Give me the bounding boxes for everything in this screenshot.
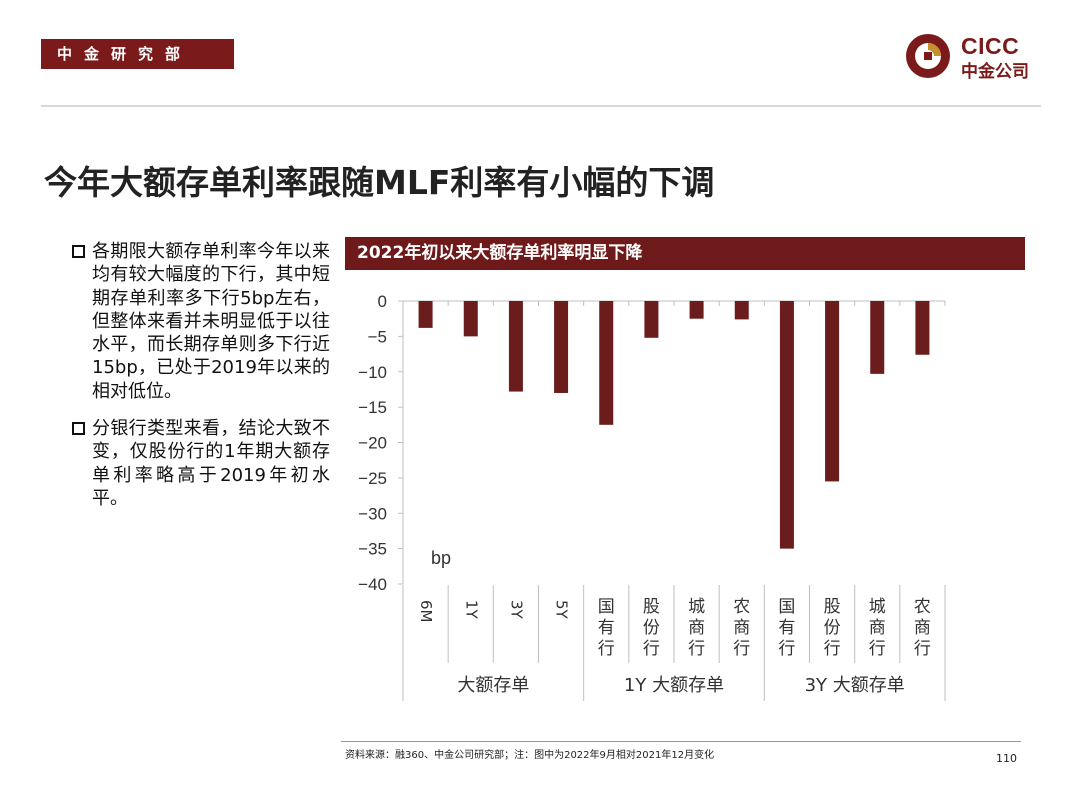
y-tick-label: −20 <box>358 434 387 453</box>
chart-labels: 0 −5 −10 −15 −20 −25 −30 −35 −40 6M 1Y 3Y 5Y 国有行 股份行 城商… <box>358 292 931 696</box>
group-label: 3Y 大额存单 <box>805 675 905 696</box>
brand-banner: 中金研究部 <box>41 39 234 69</box>
logo-text: CICC <box>961 33 1020 59</box>
cicc-logo: CICC 中金公司 <box>903 31 1043 82</box>
bar <box>825 301 840 482</box>
category-label: 3Y <box>507 600 525 620</box>
y-tick-label: −30 <box>358 504 387 523</box>
bar <box>599 301 614 425</box>
y-tick-label: −40 <box>358 575 387 594</box>
bar <box>870 301 885 374</box>
bar <box>734 301 749 320</box>
y-tick-label: −5 <box>368 327 387 346</box>
category-label: 6M <box>417 600 435 623</box>
footer-divider <box>341 741 1021 742</box>
group-label: 大额存单 <box>457 675 529 696</box>
category-label: 农商行 <box>733 597 750 659</box>
bar <box>644 301 659 338</box>
square-bullet-icon <box>72 245 85 258</box>
y-tick-label: −15 <box>358 398 387 417</box>
bar <box>463 301 478 337</box>
category-label: 城商行 <box>869 597 886 659</box>
bar <box>554 301 569 393</box>
y-tick-label: −10 <box>358 363 387 382</box>
category-label: 城商行 <box>688 597 705 659</box>
category-label: 国有行 <box>778 597 795 659</box>
category-label: 股份行 <box>824 597 841 659</box>
bar <box>915 301 930 355</box>
bullet-item: 各期限大额存单利率今年以来均有较大幅度的下行，其中短期存单利率多下行5bp左右，… <box>72 240 330 403</box>
square-bullet-icon <box>72 422 85 436</box>
group-label: 1Y 大额存单 <box>624 675 724 696</box>
category-label: 5Y <box>553 600 571 620</box>
y-tick-label: −35 <box>358 540 387 559</box>
category-label: 农商行 <box>914 597 931 659</box>
page-title: 今年大额存单利率跟随MLF利率有小幅的下调 <box>44 163 715 202</box>
bullet-list: 各期限大额存单利率今年以来均有较大幅度的下行，其中短期存单利率多下行5bp左右，… <box>72 240 330 524</box>
header-divider <box>41 105 1041 107</box>
bullet-item: 分银行类型来看，结论大致不变，仅股份行的1年期大额存单利率略高于2019年初水平… <box>72 417 330 510</box>
bar <box>779 301 794 549</box>
chart-title-banner: 2022年初以来大额存单利率明显下降 <box>345 237 1025 270</box>
chart-axes <box>398 300 946 701</box>
page-number: 110 <box>996 752 1017 765</box>
bar-chart: 0 −5 −10 −15 −20 −25 −30 −35 −40 6M 1Y 3Y 5Y 国有行 股份行 城商… <box>358 292 946 701</box>
bar <box>418 301 433 328</box>
chart-bars <box>418 301 930 549</box>
logo-subtext: 中金公司 <box>961 62 1029 82</box>
bullet-text: 各期限大额存单利率今年以来均有较大幅度的下行，其中短期存单利率多下行5bp左右，… <box>92 241 330 402</box>
y-tick-label: −25 <box>358 469 387 488</box>
bullet-text: 分银行类型来看，结论大致不变，仅股份行的1年期大额存单利率略高于2019年初水平… <box>92 418 330 509</box>
y-unit-label: bp <box>431 548 451 568</box>
category-label: 1Y <box>462 600 480 620</box>
bar <box>508 301 523 392</box>
bar <box>689 301 704 319</box>
category-label: 股份行 <box>643 597 660 659</box>
y-tick-label: 0 <box>378 292 387 311</box>
source-note: 资料来源：融360、中金公司研究部；注：图中为2022年9月相对2021年12月… <box>345 750 715 761</box>
category-label: 国有行 <box>598 597 615 659</box>
cicc-logo-mark <box>906 34 950 78</box>
